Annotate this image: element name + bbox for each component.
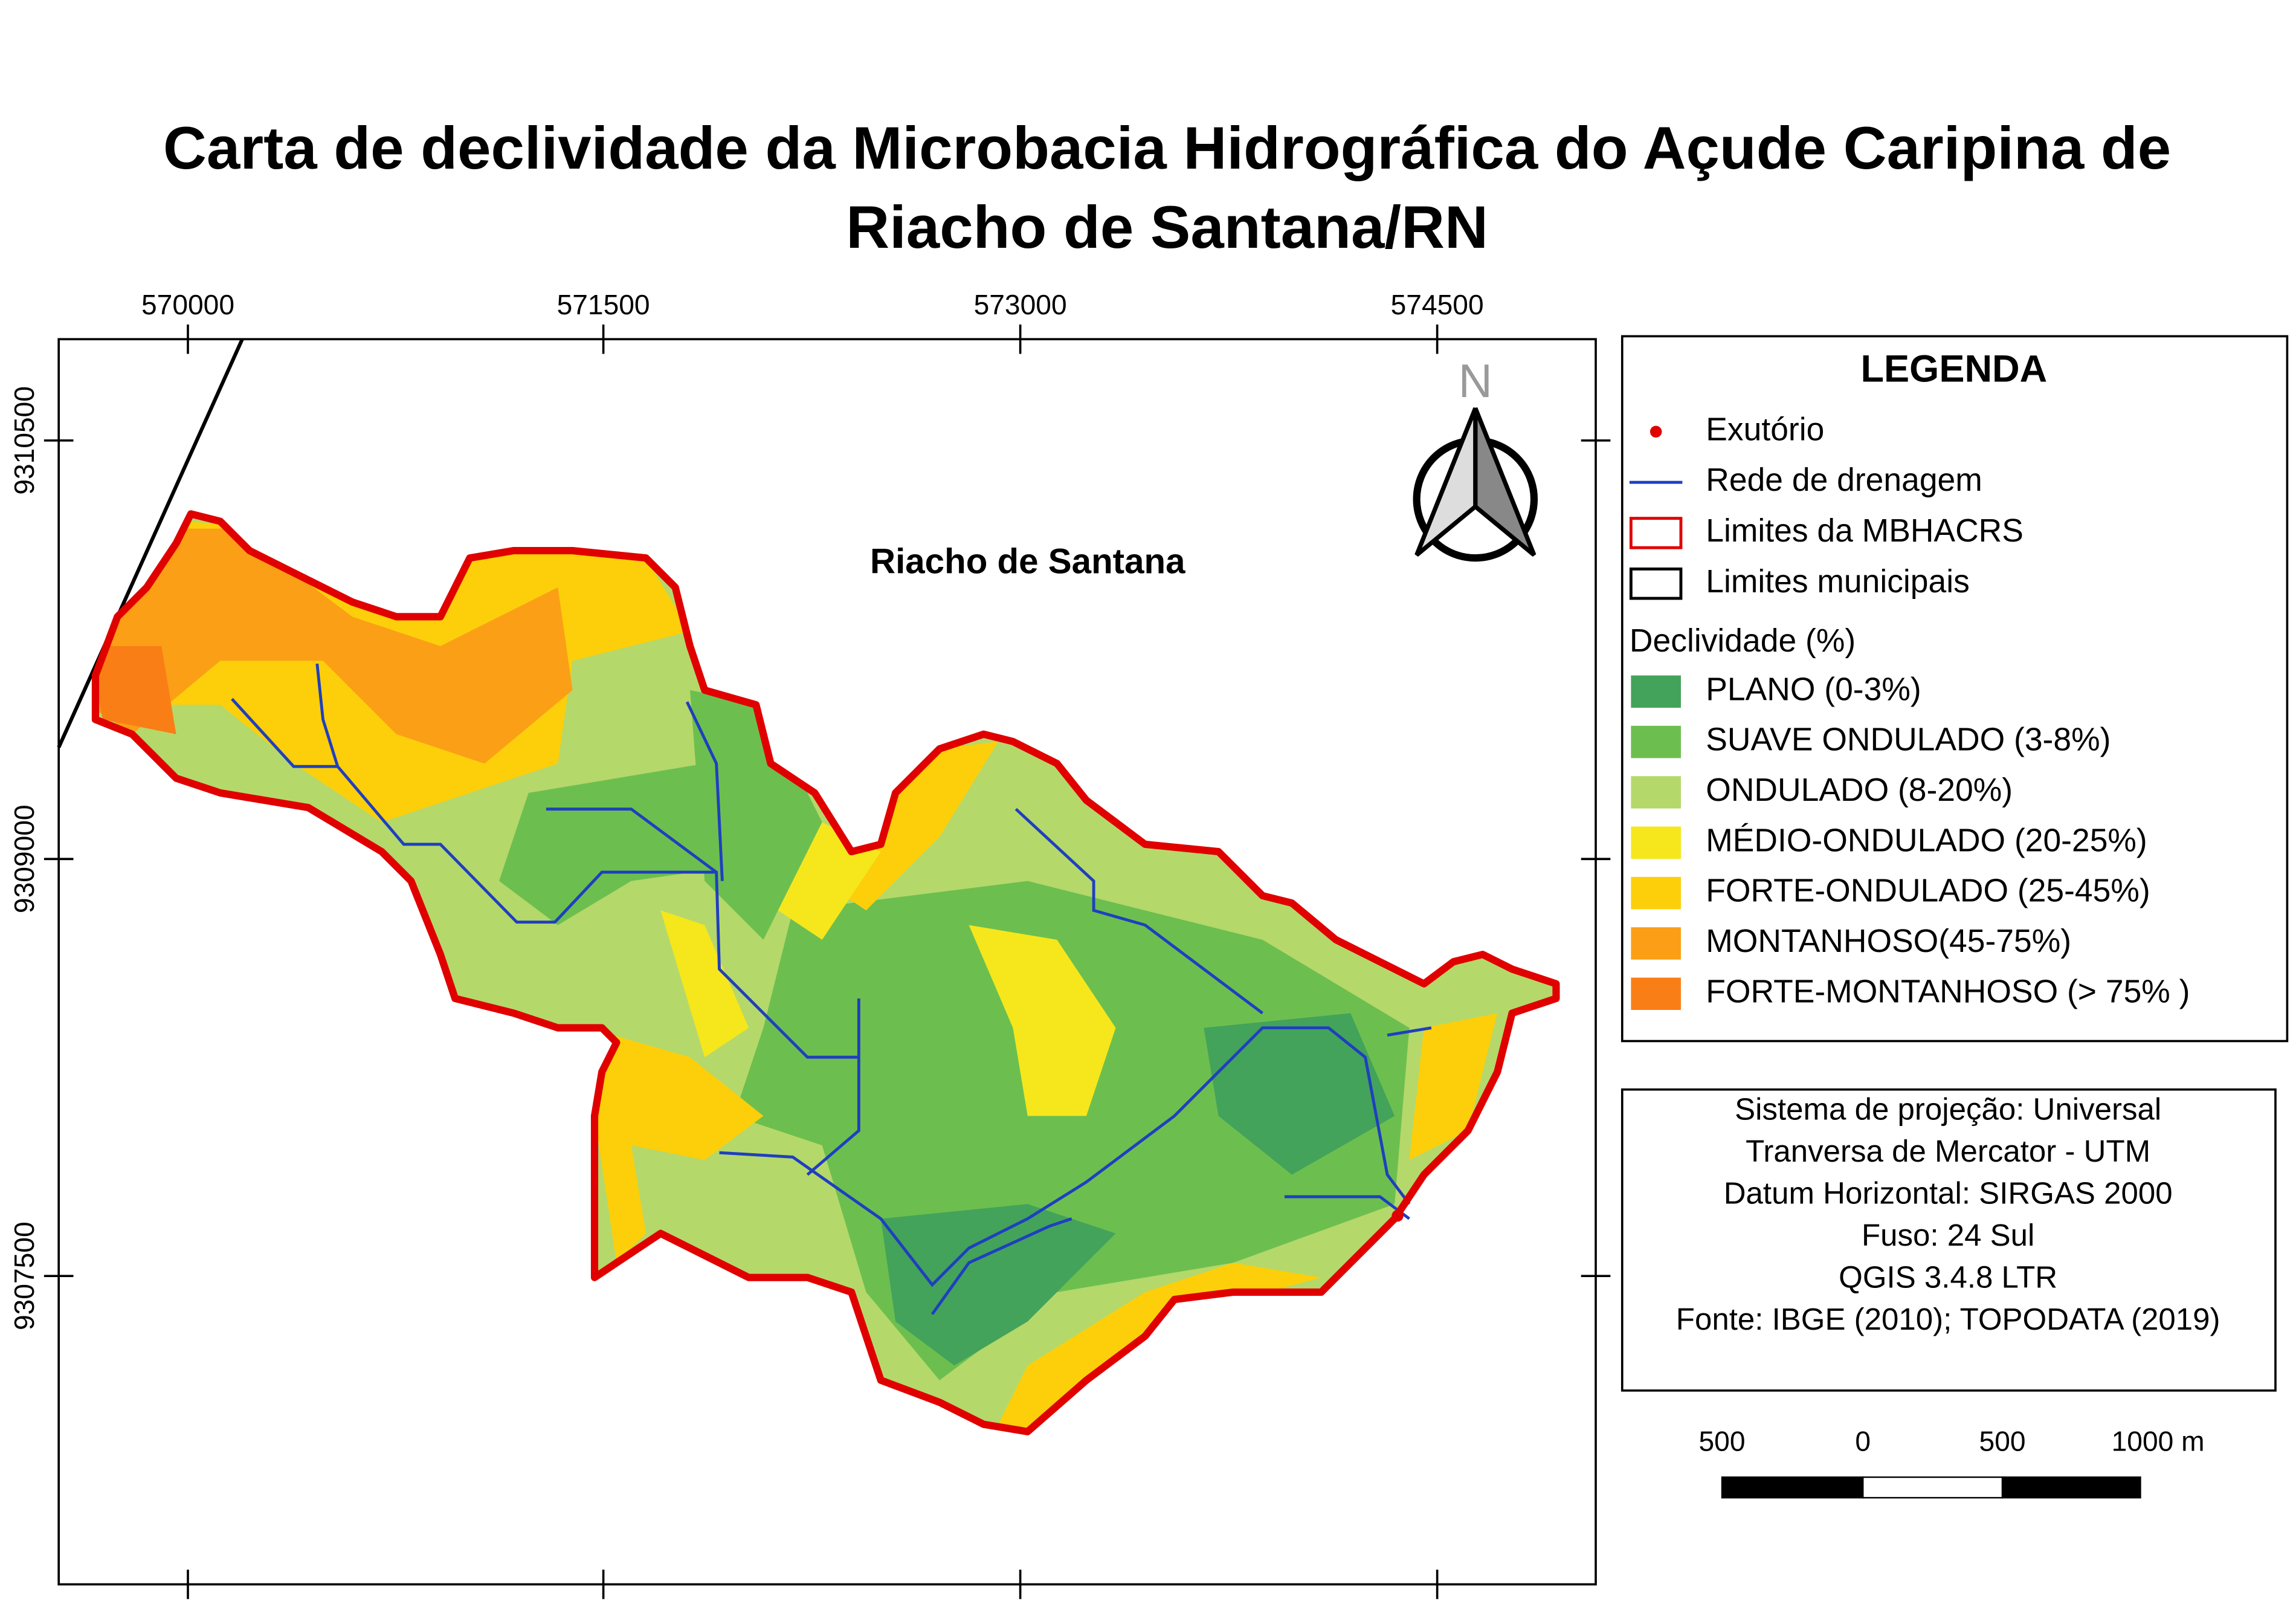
north-arrow: N xyxy=(1413,355,1538,562)
stream xyxy=(1387,1026,1432,1037)
slope-zone xyxy=(880,1204,1116,1366)
stream xyxy=(930,1217,1072,1315)
legend-box xyxy=(1620,335,2289,1043)
slope-zone xyxy=(587,1027,764,1263)
scale-label: 1000 m xyxy=(2112,1425,2205,1457)
drainage-network xyxy=(231,663,1432,1315)
legend-swatch xyxy=(1631,977,1681,1010)
legend-label: Limites da MBHACRS xyxy=(1706,513,2024,549)
info-line: Fonte: IBGE (2010); TOPODATA (2019) xyxy=(1676,1302,2220,1336)
x-coordinate-label: 574500 xyxy=(1391,289,1484,320)
info-line: Sistema de projeção: Universal xyxy=(1735,1092,2161,1127)
stream xyxy=(806,1057,860,1176)
y-coordinate-label: 9310500 xyxy=(8,386,40,495)
info-line: Datum Horizontal: SIRGAS 2000 xyxy=(1724,1176,2173,1211)
info-line: Fuso: 24 Sul xyxy=(1862,1218,2034,1252)
y-coordinate-label: 9307500 xyxy=(8,1221,40,1330)
legend-label: FORTE-MONTANHOSO (> 75% ) xyxy=(1706,974,2190,1009)
stream xyxy=(231,697,717,924)
title-line: Riacho de Santana/RN xyxy=(846,194,1488,261)
legend-swatch xyxy=(1631,776,1681,809)
info-box xyxy=(1620,1088,2277,1392)
x-coordinate-label: 573000 xyxy=(974,289,1067,320)
slope-zone xyxy=(499,763,734,925)
municipal-boundary xyxy=(57,338,244,748)
slope-zone xyxy=(95,528,573,764)
slope-zone xyxy=(95,645,176,734)
legend-symbol xyxy=(1629,567,1683,600)
info-line: QGIS 3.4.8 LTR xyxy=(1839,1260,2057,1295)
scale-bar xyxy=(1721,1476,2141,1499)
legend-label: FORTE-ONDULADO (25-45%) xyxy=(1706,873,2150,909)
legend-label: MONTANHOSO(45-75%) xyxy=(1706,924,2071,959)
legend-label: ONDULADO (8-20%) xyxy=(1706,772,2013,808)
legend-symbol xyxy=(1649,425,1662,438)
legend-label: Limites municipais xyxy=(1706,564,1970,600)
legend-label: Rede de drenagem xyxy=(1706,462,1982,498)
scale-segment xyxy=(1721,1476,1864,1499)
north-label: N xyxy=(1459,355,1492,407)
stream xyxy=(719,1026,1411,1287)
scale-segment xyxy=(2001,1476,2141,1499)
basin-boundary xyxy=(91,510,1560,1435)
scale-segment xyxy=(1862,1476,2004,1499)
stream xyxy=(1014,807,1263,1015)
legend-label: PLANO (0-3%) xyxy=(1706,671,1921,707)
legend-title: LEGENDA xyxy=(1860,348,2047,390)
stream xyxy=(315,663,340,767)
legend-swatch xyxy=(1631,826,1681,859)
scale-label: 500 xyxy=(1979,1425,2026,1457)
slope-zone xyxy=(1409,1013,1498,1160)
scale-label: 0 xyxy=(1855,1425,1871,1457)
legend-symbol xyxy=(1629,517,1683,549)
slope-zone xyxy=(1204,1013,1395,1175)
legend-swatch xyxy=(1631,675,1681,708)
legend-label: SUAVE ONDULADO (3-8%) xyxy=(1706,722,2111,758)
title-line: Carta de declividade da Microbacia Hidro… xyxy=(163,115,2171,182)
place-label: Riacho de Santana xyxy=(870,542,1185,581)
x-coordinate-label: 570000 xyxy=(141,289,234,320)
slope-zone xyxy=(660,910,749,1058)
legend-section-title: Declividade (%) xyxy=(1630,623,1856,659)
info-line: Tranversa de Mercator - UTM xyxy=(1746,1134,2150,1168)
outlet-point xyxy=(1391,1209,1404,1222)
scale-label: 500 xyxy=(1698,1425,1745,1457)
legend-swatch xyxy=(1631,725,1681,759)
legend-swatch xyxy=(1631,927,1681,960)
north-arrow-half xyxy=(1414,407,1478,557)
legend-label: Exutório xyxy=(1706,412,1824,447)
slope-zone xyxy=(969,925,1116,1116)
legend-label: MÉDIO-ONDULADO (20-25%) xyxy=(1706,823,2147,858)
y-coordinate-label: 9309000 xyxy=(8,804,40,913)
x-coordinate-label: 571500 xyxy=(557,289,650,320)
stream xyxy=(685,701,724,881)
legend-swatch xyxy=(1631,876,1681,910)
